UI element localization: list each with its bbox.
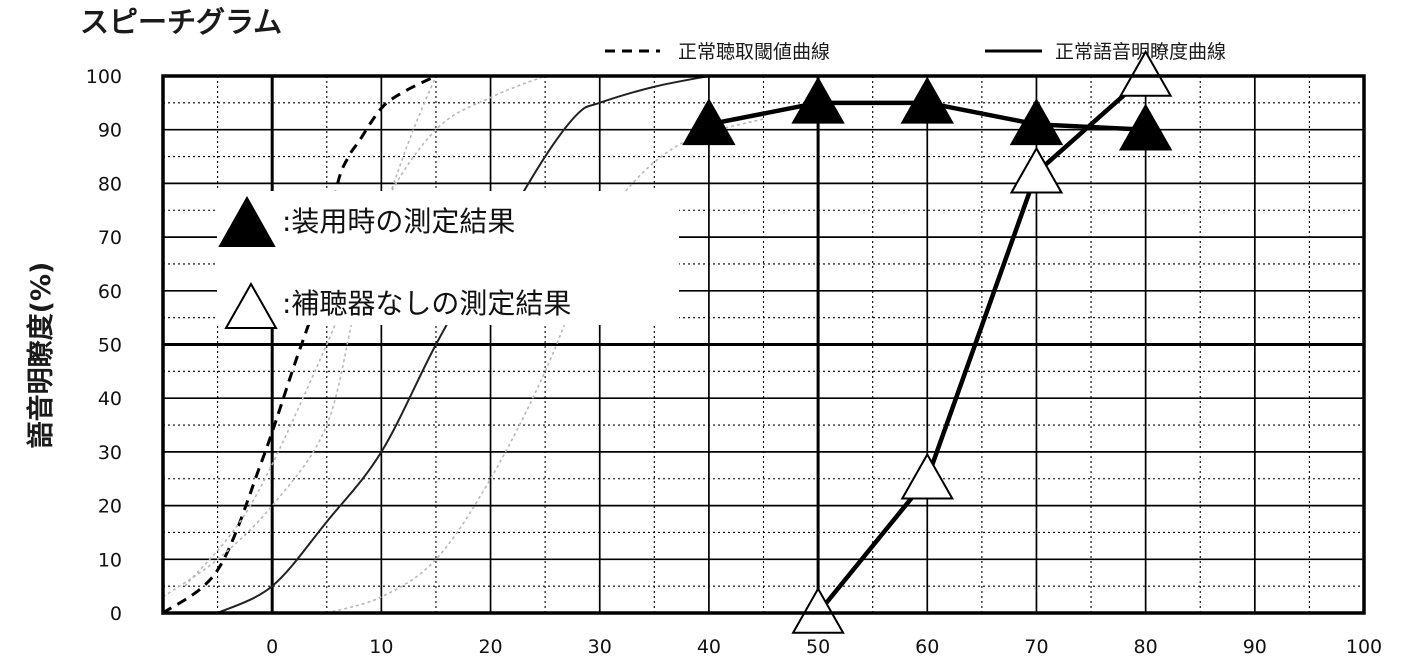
x-tick-label: 50 — [806, 636, 830, 658]
y-tick-label: 100 — [86, 66, 122, 88]
data-point-aided — [1009, 98, 1064, 146]
open-triangle-icon — [224, 281, 278, 329]
chart-title: スピーチグラム — [80, 5, 282, 39]
filled-triangle-icon — [218, 195, 276, 247]
series-line-unaided — [816, 74, 1148, 615]
y-tick-label: 20 — [98, 496, 122, 518]
x-tick-label: 0 — [266, 636, 278, 658]
x-tick-label: 80 — [1134, 636, 1158, 658]
data-point-unaided — [1118, 49, 1173, 97]
aided-key-label: :装用時の測定結果 — [282, 205, 515, 238]
marker-key: :装用時の測定結果 :補聴器なしの測定結果 — [217, 191, 679, 329]
data-point-unaided — [900, 452, 954, 500]
data-point-aided — [682, 98, 736, 146]
data-point-aided — [1118, 103, 1173, 151]
plot-frame — [161, 74, 1366, 615]
data-point-aided — [900, 76, 954, 124]
y-tick-label: 10 — [98, 549, 122, 571]
series-markers — [682, 49, 1173, 634]
x-axis-ticks: 0 10 20 30 40 50 60 70 80 90 100 — [266, 636, 1382, 658]
reference-curve-threshold-spread-low — [162, 75, 437, 598]
y-axis-title: 語音明瞭度(%) — [25, 262, 57, 449]
x-tick-label: 20 — [478, 636, 502, 658]
marker-key-background — [217, 191, 679, 325]
unaided-key-label: :補聴器なしの測定結果 — [282, 287, 571, 320]
data-point-aided — [791, 76, 845, 124]
y-tick-label: 0 — [110, 603, 122, 625]
y-axis-label: 語音明瞭度(%) — [25, 262, 57, 449]
x-tick-label: 30 — [588, 636, 612, 658]
y-tick-label: 80 — [98, 173, 122, 195]
reference-curve-threshold-spread-high — [184, 75, 546, 587]
x-tick-label: 70 — [1024, 636, 1048, 658]
x-tick-label: 10 — [369, 636, 393, 658]
legend-threshold-label: 正常聴取閾値曲線 — [678, 41, 830, 63]
y-tick-label: 50 — [98, 335, 122, 357]
y-tick-label: 40 — [98, 388, 122, 410]
x-tick-label: 40 — [697, 636, 721, 658]
data-point-unaided — [791, 586, 845, 634]
y-tick-label: 60 — [98, 281, 122, 303]
top-legend: 正常聴取閾値曲線 正常語音明瞭度曲線 — [605, 41, 1226, 63]
y-tick-label: 70 — [98, 227, 122, 249]
y-tick-label: 90 — [98, 120, 122, 142]
x-tick-label: 60 — [915, 636, 939, 658]
x-tick-label: 90 — [1243, 636, 1267, 658]
plot-grid — [162, 75, 1365, 614]
data-point-unaided — [1009, 146, 1064, 194]
y-tick-label: 30 — [98, 442, 122, 464]
x-tick-label: 100 — [1346, 636, 1382, 658]
y-axis-ticks: 0 10 20 30 40 50 60 70 80 90 100 — [86, 66, 122, 625]
legend-normal-label: 正常語音明瞭度曲線 — [1055, 41, 1226, 63]
